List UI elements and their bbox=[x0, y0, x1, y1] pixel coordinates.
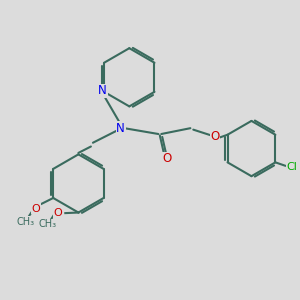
Text: O: O bbox=[162, 152, 171, 165]
Text: O: O bbox=[53, 208, 62, 218]
Text: CH₃: CH₃ bbox=[39, 219, 57, 229]
Text: Cl: Cl bbox=[287, 162, 298, 172]
Text: CH₃: CH₃ bbox=[16, 217, 34, 227]
Text: O: O bbox=[211, 130, 220, 143]
Text: N: N bbox=[116, 122, 125, 135]
Text: O: O bbox=[32, 204, 40, 214]
Text: N: N bbox=[98, 85, 107, 98]
